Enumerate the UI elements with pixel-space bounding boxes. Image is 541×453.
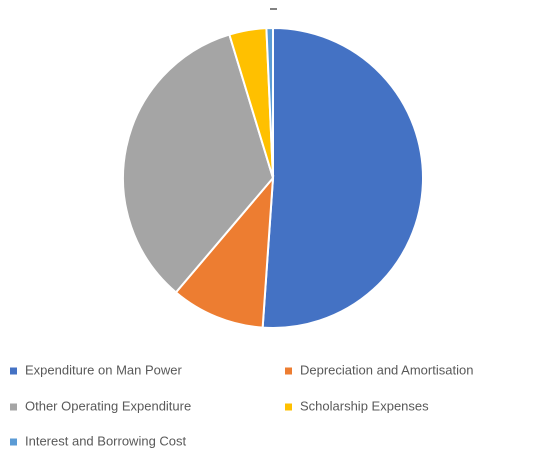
legend-label: Scholarship Expenses bbox=[300, 398, 429, 413]
pie-slice bbox=[122, 33, 275, 294]
pie-slice bbox=[174, 175, 275, 329]
legend-marker bbox=[10, 403, 17, 411]
legend-label: Other Operating Expenditure bbox=[25, 398, 191, 413]
legend-marker bbox=[285, 367, 292, 375]
legend-label: Depreciation and Amortisation bbox=[300, 362, 473, 377]
pie-slice bbox=[261, 26, 424, 329]
legend-label: Interest and Borrowing Cost bbox=[25, 433, 187, 448]
legend-marker bbox=[285, 403, 292, 411]
pie-slice bbox=[265, 26, 274, 179]
legend-marker bbox=[10, 367, 17, 375]
legend-label: Expenditure on Man Power bbox=[25, 362, 182, 377]
legend-marker bbox=[10, 438, 17, 446]
